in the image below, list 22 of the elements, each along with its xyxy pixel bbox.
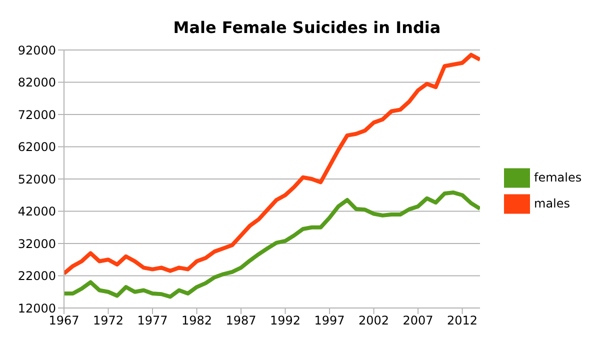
y-tick-label: 12000 [18,301,56,316]
x-tick-label: 1992 [270,314,301,328]
legend-label: females [534,170,582,184]
y-tick-label: 82000 [18,76,56,90]
x-tick-label: 1972 [92,314,124,328]
x-tick-label: 1967 [48,314,80,328]
y-tick-label: 32000 [18,236,56,251]
x-tick-label: 1977 [137,314,168,328]
y-tick-label: 62000 [18,140,56,154]
chart-title: Male Female Suicides in India [172,17,442,39]
y-tick-label: 22000 [18,269,56,284]
y-tick-label: 52000 [18,172,56,186]
y-tick-label: 72000 [18,108,56,122]
y-tick-label: 42000 [18,204,56,219]
legend-label: males [534,196,570,210]
x-tick-label: 2012 [447,314,478,328]
x-tick-label: 1997 [314,314,345,328]
y-tick-label: 92000 [18,43,56,58]
x-tick-label: 1982 [181,314,212,328]
x-tick-label: 1987 [226,314,256,328]
x-tick-label: 2002 [358,314,390,328]
x-tick-label: 2007 [402,314,434,328]
